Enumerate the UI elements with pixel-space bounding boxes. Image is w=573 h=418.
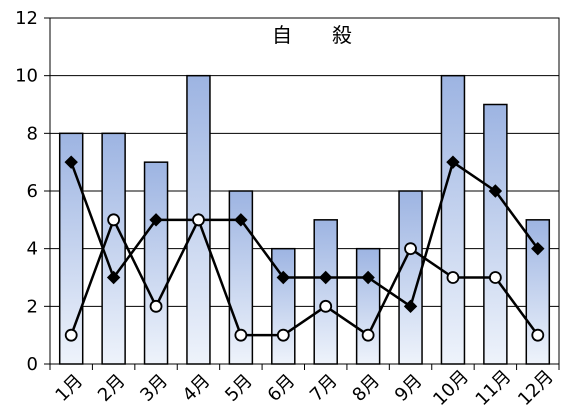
circle-point-6 — [276, 328, 290, 342]
circle-point-11 — [488, 271, 502, 284]
x-tick-label-6: 6月 — [264, 370, 300, 406]
x-tick-label-12: 12月 — [514, 366, 558, 410]
circle-point-5 — [234, 328, 248, 342]
diamond-point-7 — [319, 270, 333, 285]
diamond-point-1 — [64, 155, 78, 169]
bar-11 — [483, 103, 508, 365]
diamond-point-8 — [361, 270, 375, 285]
y-tick-label-12: 12 — [15, 8, 38, 29]
circle-point-1 — [64, 328, 78, 342]
circle-point-3 — [149, 299, 163, 313]
circle-point-9 — [404, 242, 417, 256]
x-tick-label-7: 7月 — [306, 370, 342, 406]
y-tick-label-8: 8 — [27, 123, 38, 144]
x-tick-label-1: 1月 — [51, 370, 87, 406]
chart-title: 自 殺 — [272, 23, 352, 47]
y-tick-label-0: 0 — [27, 354, 38, 375]
line-series-2 — [70, 218, 539, 337]
diamond-point-12 — [531, 241, 545, 256]
bar-8 — [355, 247, 381, 365]
diamond-point-9 — [403, 299, 418, 314]
line-series-1 — [70, 160, 539, 308]
circle-point-2 — [107, 213, 121, 227]
diamond-point-2 — [106, 270, 121, 285]
circle-point-4 — [192, 213, 205, 227]
grid-lines — [50, 17, 559, 307]
bar-2 — [101, 132, 126, 365]
line-series — [64, 155, 545, 342]
diamond-point-5 — [234, 213, 248, 227]
x-tick-label-3: 3月 — [136, 370, 172, 406]
diamond-point-11 — [488, 184, 503, 198]
x-tick-label-2: 2月 — [94, 370, 130, 406]
bar-10 — [440, 74, 466, 365]
x-tick-label-11: 11月 — [472, 366, 516, 410]
x-tick-label-8: 8月 — [348, 370, 384, 406]
diamond-point-6 — [276, 270, 290, 285]
y-tick-label-6: 6 — [27, 181, 38, 202]
x-tick-label-9: 9月 — [391, 370, 427, 406]
circle-point-8 — [361, 328, 375, 342]
axes — [44, 17, 560, 370]
circle-point-7 — [319, 299, 333, 313]
x-tick-label-4: 4月 — [179, 370, 215, 406]
bar-12 — [525, 219, 551, 365]
bar-7 — [313, 219, 338, 365]
y-tick-label-4: 4 — [27, 239, 38, 260]
circle-point-12 — [531, 328, 545, 342]
circle-point-10 — [446, 271, 460, 284]
x-tick-label-10: 10月 — [429, 366, 473, 410]
x-tick-label-5: 5月 — [221, 370, 257, 406]
diamond-point-3 — [149, 213, 163, 227]
y-tick-label-10: 10 — [15, 66, 38, 87]
bar-3 — [143, 161, 169, 365]
diamond-point-10 — [446, 155, 460, 169]
y-tick-label-2: 2 — [27, 296, 38, 317]
y-tick-labels: 0 2 4 6 8 10 12 — [15, 8, 38, 375]
